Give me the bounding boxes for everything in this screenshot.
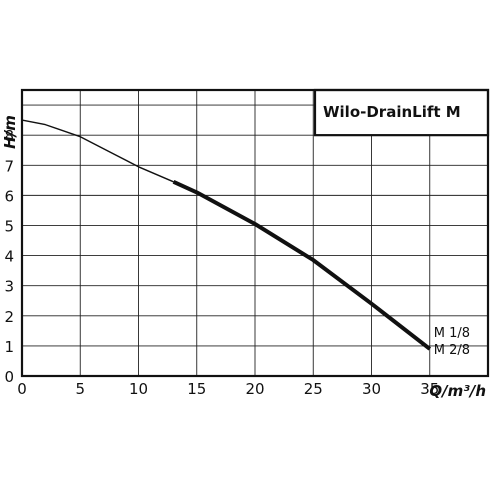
curve-label: M 1/8 <box>434 326 470 341</box>
x-axis-label: Q/m³/h <box>429 382 486 400</box>
x-tick-label: 30 <box>362 380 381 398</box>
y-tick-label: 2 <box>4 308 14 326</box>
x-tick-label: 15 <box>187 380 206 398</box>
x-tick-label: 5 <box>75 380 85 398</box>
plot-frame <box>20 88 490 378</box>
x-tick-label: 0 <box>17 380 27 398</box>
tick-label-layer: 0 5 10 15 20 25 30 35 0 1 2 3 4 5 6 7 8 <box>4 127 439 398</box>
curve-label: M 2/8 <box>434 343 470 358</box>
x-tick-label: 20 <box>245 380 264 398</box>
x-tick-label: 35 <box>420 380 439 398</box>
curve-label-layer: M 1/8 M 2/8 <box>434 326 470 358</box>
title-box <box>313 88 490 137</box>
y-tick-label: 8 <box>4 127 14 145</box>
x-tick-label: 25 <box>304 380 323 398</box>
y-tick-label: 6 <box>4 187 14 205</box>
y-tick-label: 5 <box>4 217 14 235</box>
curve-layer <box>21 119 432 351</box>
y-tick-label: 1 <box>4 338 14 356</box>
y-tick-label: 4 <box>4 248 14 266</box>
x-tick-label: 10 <box>129 380 148 398</box>
y-tick-label: 0 <box>4 368 14 386</box>
y-tick-label: 7 <box>4 157 14 175</box>
curve-m-2-8 <box>172 179 432 351</box>
curve-m-1-8 <box>21 119 174 183</box>
grid-layer <box>22 90 488 376</box>
title-layer: Wilo-DrainLift M <box>313 88 490 137</box>
chart-title: Wilo-DrainLift M <box>323 103 461 121</box>
y-tick-label: 3 <box>4 278 14 296</box>
y-axis-label: H/m <box>1 115 19 149</box>
